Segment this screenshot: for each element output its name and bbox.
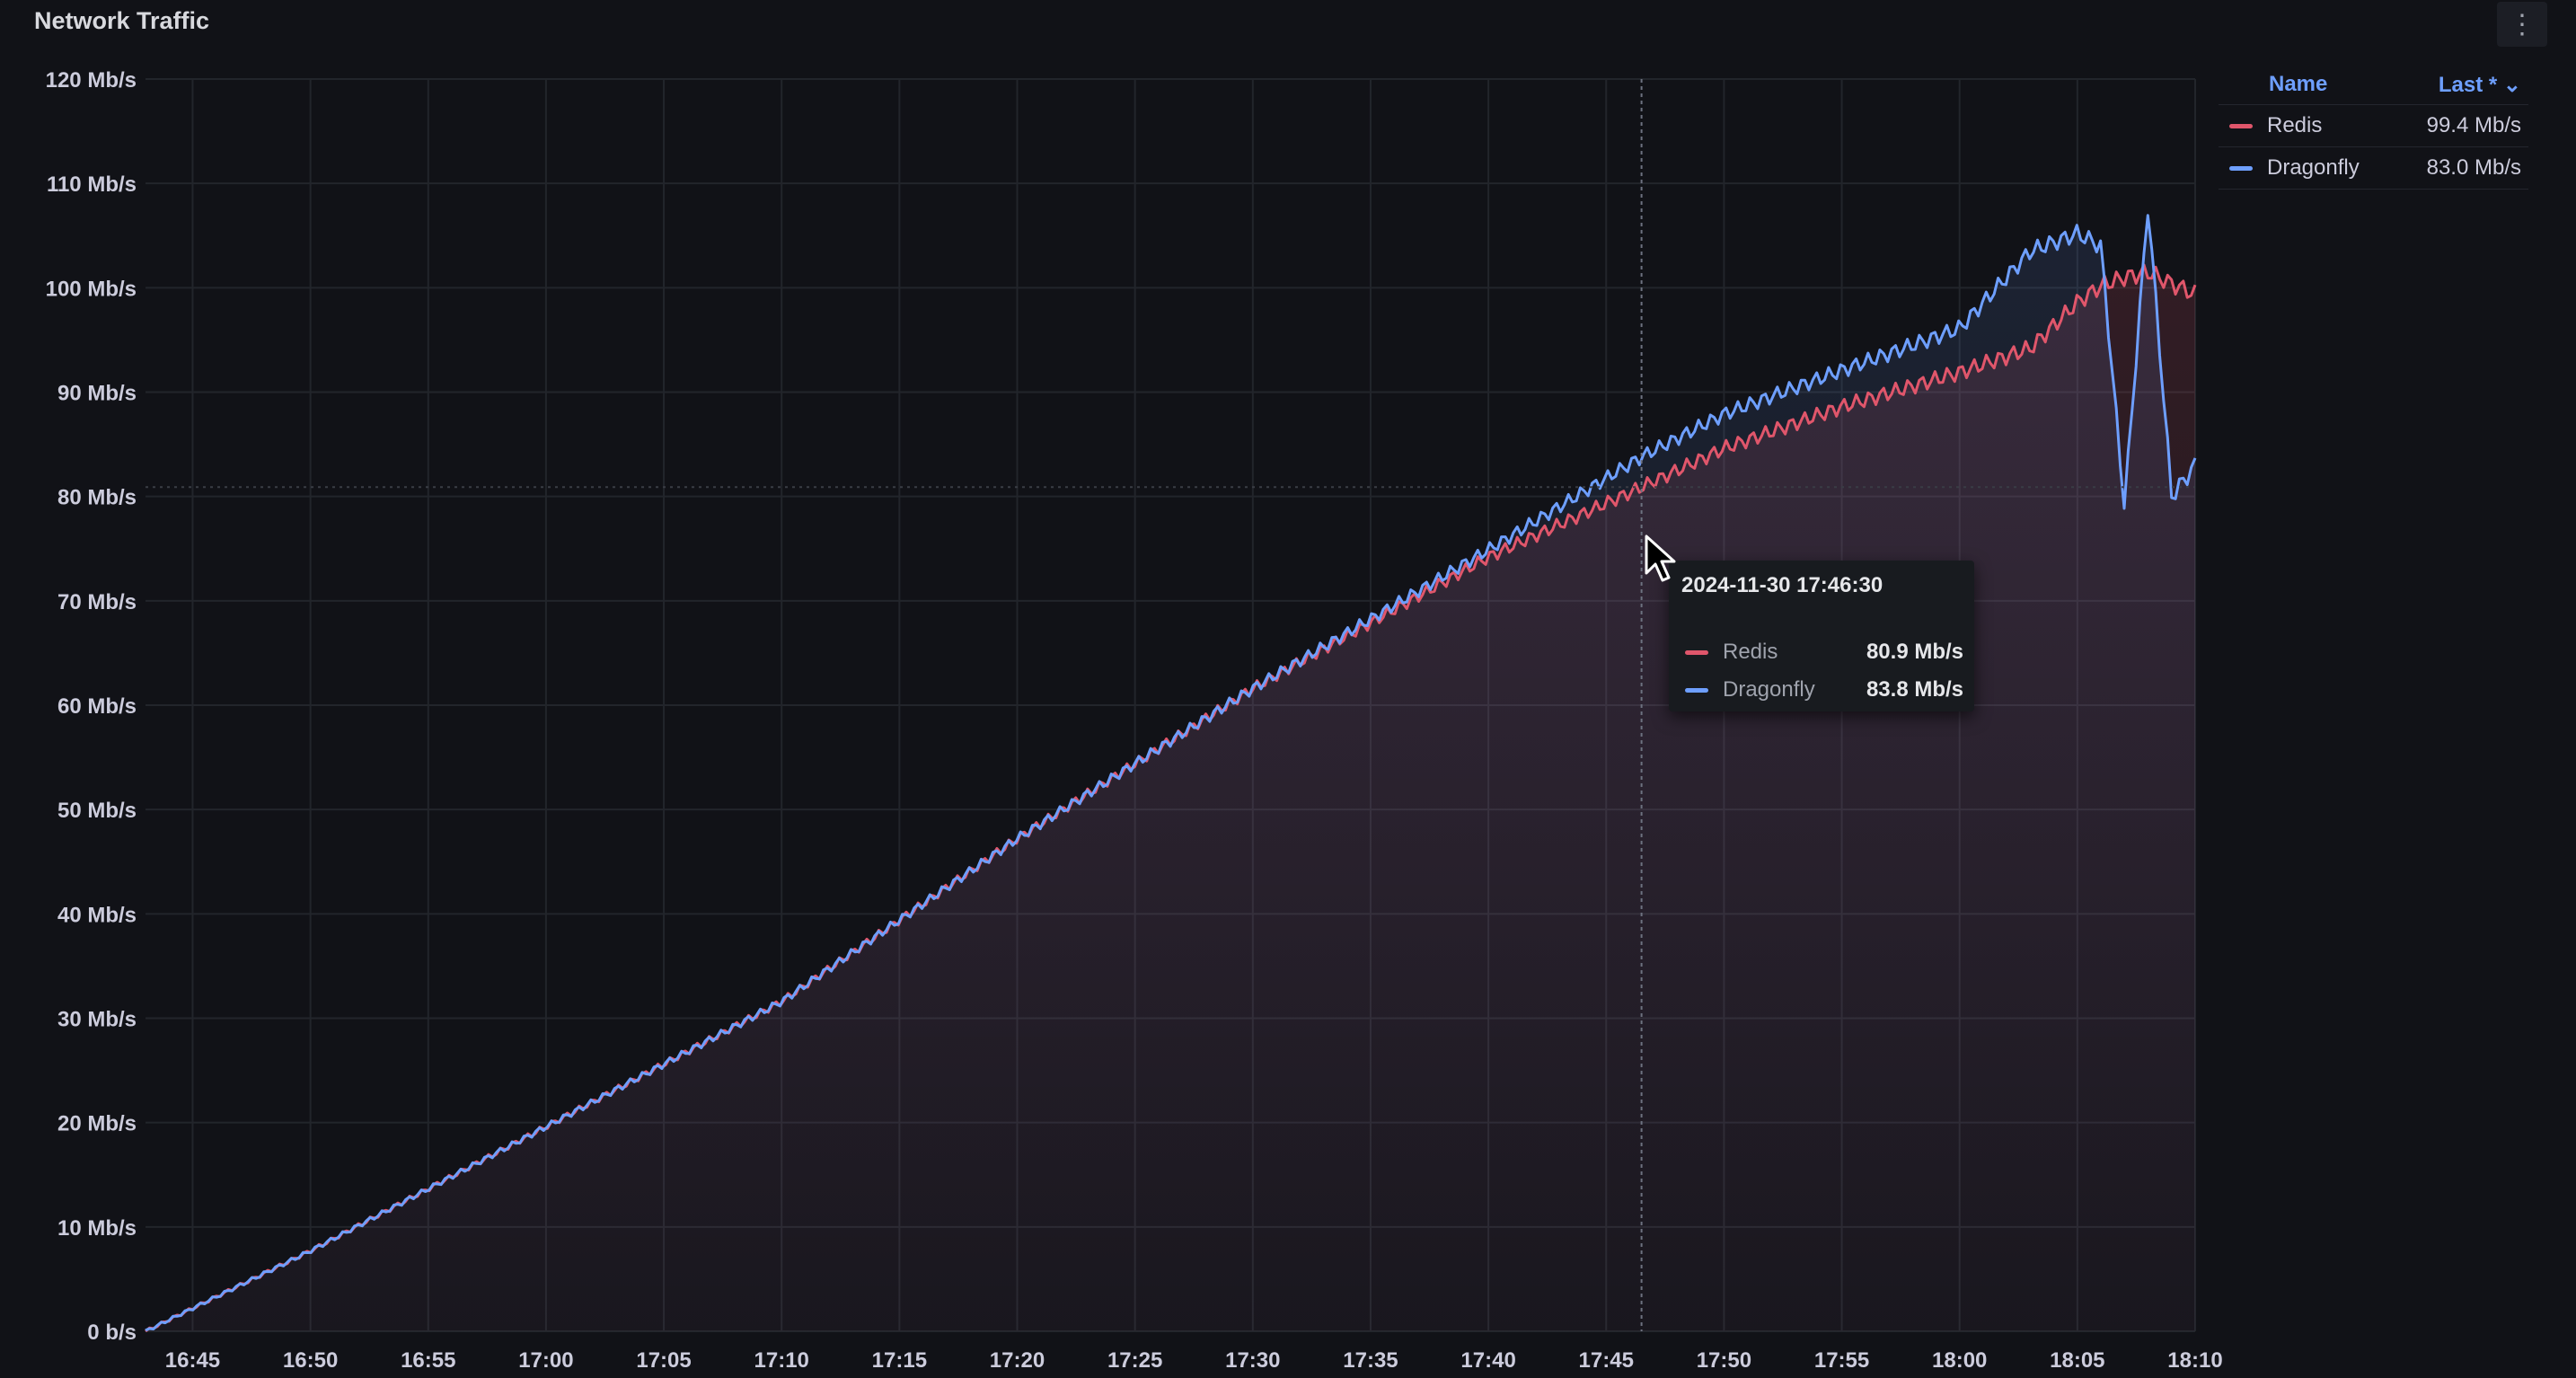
tooltip-series-name: Dragonfly: [1723, 677, 1815, 702]
series-color-swatch: [1685, 687, 1708, 693]
y-tick-label: 20 Mb/s: [57, 1112, 137, 1136]
hover-tooltip: 2024-11-30 17:46:30 Redis 80.9 Mb/s Drag…: [1669, 561, 1974, 711]
x-tick-label: 17:45: [1579, 1348, 1634, 1373]
tooltip-series-value: 83.8 Mb/s: [1866, 677, 1963, 702]
legend-item-name: Redis: [2267, 113, 2323, 137]
x-tick-label: 17:10: [754, 1348, 809, 1373]
mouse-pointer-icon: [1645, 534, 1676, 582]
panel-title: Network Traffic: [34, 7, 210, 34]
tooltip-row-redis: Redis 80.9 Mb/s: [1685, 640, 1963, 665]
series-lines: [145, 214, 2197, 1333]
legend-table: Name Last * ⌄ Redis 99.4 Mb/s Dragonfly …: [2219, 65, 2528, 190]
y-tick-label: 100 Mb/s: [46, 277, 137, 301]
x-tick-label: 17:55: [1814, 1348, 1869, 1373]
legend-item-redis[interactable]: Redis 99.4 Mb/s: [2219, 104, 2528, 146]
y-tick-label: 50 Mb/s: [57, 799, 137, 823]
y-tick-label: 90 Mb/s: [57, 382, 137, 406]
y-tick-label: 110 Mb/s: [47, 172, 137, 197]
hover-crosshair: [146, 79, 2195, 1331]
x-tick-label: 17:00: [518, 1348, 573, 1373]
y-axis: 0 b/s 10 Mb/s 20 Mb/s 30 Mb/s 40 Mb/s 50 Mb/s…: [46, 68, 137, 1345]
series-color-swatch: [1685, 649, 1708, 655]
y-tick-label: 80 Mb/s: [57, 486, 137, 510]
tooltip-series-value: 80.9 Mb/s: [1866, 640, 1963, 664]
x-tick-label: 17:25: [1107, 1348, 1162, 1373]
legend-header: Name Last * ⌄: [2219, 65, 2528, 104]
panel-menu-button[interactable]: ⋮: [2497, 2, 2547, 47]
x-tick-label: 17:20: [990, 1348, 1045, 1373]
tooltip-row-dragonfly: Dragonfly 83.8 Mb/s: [1685, 677, 1963, 702]
x-tick-label: 17:50: [1697, 1348, 1751, 1373]
y-tick-label: 60 Mb/s: [57, 694, 137, 719]
y-tick-label: 10 Mb/s: [57, 1216, 137, 1241]
x-tick-label: 16:50: [283, 1348, 338, 1373]
y-tick-label: 40 Mb/s: [57, 903, 137, 927]
x-tick-label: 17:35: [1343, 1348, 1398, 1373]
kebab-menu-icon: ⋮: [2509, 9, 2536, 40]
legend-item-last-value: 83.0 Mb/s: [2426, 155, 2521, 180]
tooltip-time: 2024-11-30 17:46:30: [1681, 573, 1883, 597]
tooltip-series-name: Redis: [1723, 640, 1778, 664]
x-tick-label: 17:30: [1225, 1348, 1280, 1373]
series-line-dragonfly[interactable]: [145, 214, 2197, 1332]
legend-header-sort-last[interactable]: Last * ⌄: [2438, 72, 2521, 97]
x-axis: 16:45 16:50 16:55 17:00 17:05 17:10 17:15 17:20…: [165, 1348, 2223, 1373]
x-tick-label: 17:40: [1460, 1348, 1515, 1373]
series-areas: [146, 215, 2195, 1331]
y-tick-label: 120 Mb/s: [46, 68, 137, 93]
legend-item-name: Dragonfly: [2267, 155, 2360, 180]
x-tick-label: 17:05: [636, 1348, 691, 1373]
x-tick-label: 16:55: [401, 1348, 455, 1373]
legend-item-dragonfly[interactable]: Dragonfly 83.0 Mb/s: [2219, 146, 2528, 190]
x-tick-label: 18:00: [1932, 1348, 1987, 1373]
series-color-swatch: [2229, 123, 2253, 128]
y-tick-label: 70 Mb/s: [57, 590, 137, 614]
x-tick-label: 18:10: [2167, 1348, 2222, 1373]
series-color-swatch: [2229, 165, 2253, 171]
x-tick-label: 16:45: [165, 1348, 220, 1373]
y-tick-label: 30 Mb/s: [57, 1008, 137, 1032]
x-tick-label: 18:05: [2050, 1348, 2104, 1373]
y-tick-label: 0 b/s: [87, 1321, 137, 1345]
legend-header-name[interactable]: Name: [2269, 72, 2328, 96]
x-tick-label: 17:15: [872, 1348, 927, 1373]
series-area-dragonfly: [146, 215, 2195, 1331]
legend-item-last-value: 99.4 Mb/s: [2426, 113, 2521, 137]
